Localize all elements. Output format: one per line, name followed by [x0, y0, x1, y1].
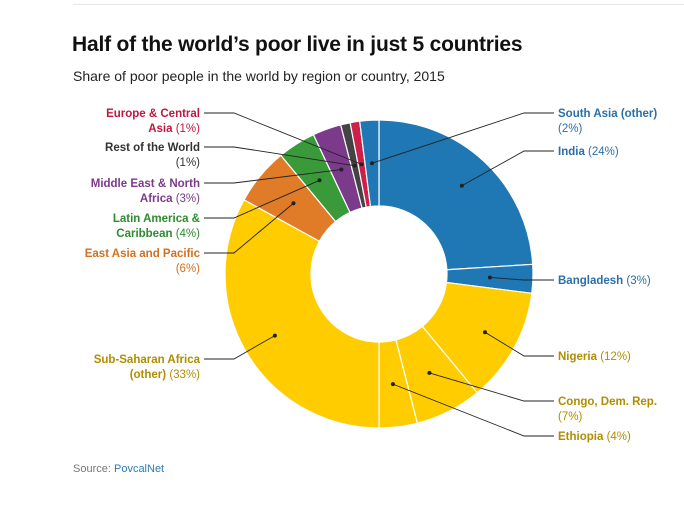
- leader-line: [371, 112, 554, 164]
- leader-dot: [390, 382, 395, 387]
- label-east-asia-and-pacific: East Asia and Pacific (6%): [85, 201, 296, 275]
- svg-text:Congo, Dem. Rep.(7%): Congo, Dem. Rep. (7%): [558, 396, 657, 423]
- leader-line: [489, 277, 554, 281]
- chart-subtitle: Share of poor people in the world by reg…: [73, 68, 445, 84]
- slice-india: [378, 119, 534, 271]
- label-ethiopia: Ethiopia (4%): [390, 382, 631, 443]
- leader-dot: [487, 275, 492, 280]
- svg-text:Sub-Saharan Africa(other) (33%: Sub-Saharan Africa (other) (33%): [94, 354, 201, 381]
- leader-line: [484, 331, 554, 357]
- leader-dot: [483, 330, 488, 335]
- leader-line: [392, 383, 554, 437]
- slice-sub-saharan-africa-other: [224, 198, 380, 429]
- slice-south-asia-other: [359, 119, 380, 208]
- svg-text:Latin America &Caribbean (4%): Latin America & Caribbean (4%): [113, 213, 200, 240]
- label-latin-america-and-caribbean: Latin America & Caribbean (4%): [113, 178, 322, 240]
- source-link[interactable]: PovcalNet: [113, 463, 165, 475]
- label-india: India (24%): [459, 146, 619, 188]
- chart-title: Half of the world’s poor live in just 5 …: [72, 33, 523, 56]
- leader-dot: [339, 167, 344, 172]
- leader-line: [204, 335, 276, 360]
- leader-dot: [370, 161, 375, 166]
- leader-line: [204, 112, 362, 165]
- leader-dot: [352, 163, 357, 168]
- svg-text:Ethiopia (4%): Ethiopia (4%): [558, 431, 631, 443]
- svg-text:India (24%): India (24%): [558, 146, 619, 158]
- svg-text:Nigeria (12%): Nigeria (12%): [558, 351, 631, 363]
- source-prefix: Source:: [73, 463, 111, 475]
- leader-dot: [272, 333, 277, 338]
- source-note: Source: PovcalNet: [73, 463, 164, 475]
- leader-dot: [359, 162, 364, 167]
- leader-dot: [291, 201, 296, 206]
- leader-dot: [317, 178, 322, 183]
- leader-line: [204, 202, 294, 254]
- svg-text:Rest of the World(1%): Rest of the World (1%): [105, 142, 200, 169]
- label-middle-east-and-north-africa: Middle East & North Africa (3%): [91, 167, 344, 205]
- leader-line: [204, 169, 342, 184]
- svg-text:East Asia and Pacific(6%): East Asia and Pacific (6%): [85, 248, 201, 275]
- leader-line: [429, 372, 554, 402]
- svg-text:South Asia (other)(2%): South Asia (other) (2%): [558, 108, 657, 135]
- label-bangladesh: Bangladesh (3%): [487, 275, 651, 287]
- leader-line: [204, 146, 355, 167]
- label-south-asia-other: South Asia (other) (2%): [370, 108, 657, 166]
- leader-line: [204, 179, 320, 219]
- svg-text:Bangladesh (3%): Bangladesh (3%): [558, 275, 651, 287]
- leader-line: [461, 150, 554, 187]
- label-congo-dem-rep: Congo, Dem. Rep. (7%): [427, 370, 657, 423]
- label-sub-saharan-africa-other: Sub-Saharan Africa (other) (33%): [94, 333, 277, 381]
- leader-dot: [459, 183, 464, 188]
- label-europe-and-central-asia: Europe & Central Asia (1%): [106, 108, 364, 167]
- label-rest-of-the-world: Rest of the World (1%): [105, 142, 357, 169]
- leader-dot: [427, 370, 432, 375]
- top-divider: [73, 4, 684, 5]
- label-nigeria: Nigeria (12%): [483, 330, 631, 363]
